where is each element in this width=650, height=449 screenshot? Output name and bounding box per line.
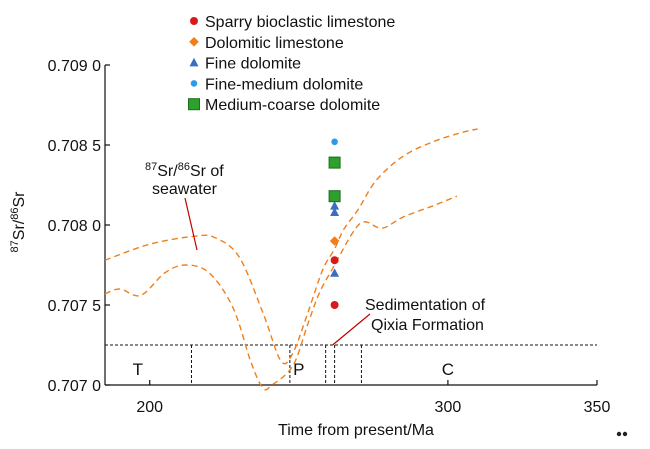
data-point xyxy=(329,236,340,246)
y-tick-label: 0.709 0 xyxy=(48,58,101,75)
seawater-label-line2: seawater xyxy=(152,181,218,198)
data-point xyxy=(330,301,339,309)
y-tick-label: 0.708 5 xyxy=(48,138,101,155)
seawater-label-line1: 87Sr/86Sr of xyxy=(145,161,224,180)
data-points xyxy=(328,138,341,309)
legend-label: Dolomitic limestone xyxy=(205,35,344,52)
formation-label-line2: Qixia Formation xyxy=(371,317,484,334)
seawater-lower-curve xyxy=(104,195,458,391)
y-tick-label: 0.707 0 xyxy=(48,378,101,395)
period-label: P xyxy=(293,360,304,379)
data-point xyxy=(330,201,340,210)
seawater-upper-curve xyxy=(104,128,478,365)
legend-marker xyxy=(188,98,200,111)
x-axis-title: Time from present/Ma xyxy=(278,422,434,439)
y-tick-label: 0.708 0 xyxy=(48,218,101,235)
formation-label-line1: Sedimentation of xyxy=(365,297,486,314)
y-tick-label: 0.707 5 xyxy=(48,298,101,315)
data-point xyxy=(330,256,339,265)
data-point xyxy=(330,268,340,277)
data-point xyxy=(330,207,340,216)
data-point xyxy=(328,190,341,203)
y-axis-title: 87Sr/86Sr xyxy=(9,191,28,253)
legend-label: Sparry bioclastic limestone xyxy=(205,14,395,31)
seawater-pointer-line xyxy=(184,197,198,251)
legend-label: Medium-coarse dolomite xyxy=(205,97,380,114)
period-label: C xyxy=(442,360,454,379)
formation-pointer-line xyxy=(332,313,371,346)
seawater-curves xyxy=(104,128,478,391)
legend-marker xyxy=(190,80,198,87)
data-point xyxy=(328,156,341,169)
legend-marker xyxy=(189,37,199,47)
x-tick-label: 200 xyxy=(136,399,163,416)
legend-label: Fine dolomite xyxy=(205,56,301,73)
period-label: T xyxy=(133,360,143,379)
legend: Sparry bioclastic limestone Dolomitic lim… xyxy=(188,14,395,114)
dots-icon xyxy=(616,431,628,437)
x-tick-label: 350 xyxy=(584,399,611,416)
data-point xyxy=(331,138,338,146)
legend-marker xyxy=(190,17,198,25)
axes: 0.707 0 0.707 5 0.708 0 0.708 5 0.709 0 200 30… xyxy=(48,58,611,416)
legend-label: Fine-medium dolomite xyxy=(205,76,363,93)
legend-marker xyxy=(189,57,199,67)
x-tick-label: 300 xyxy=(435,399,462,416)
